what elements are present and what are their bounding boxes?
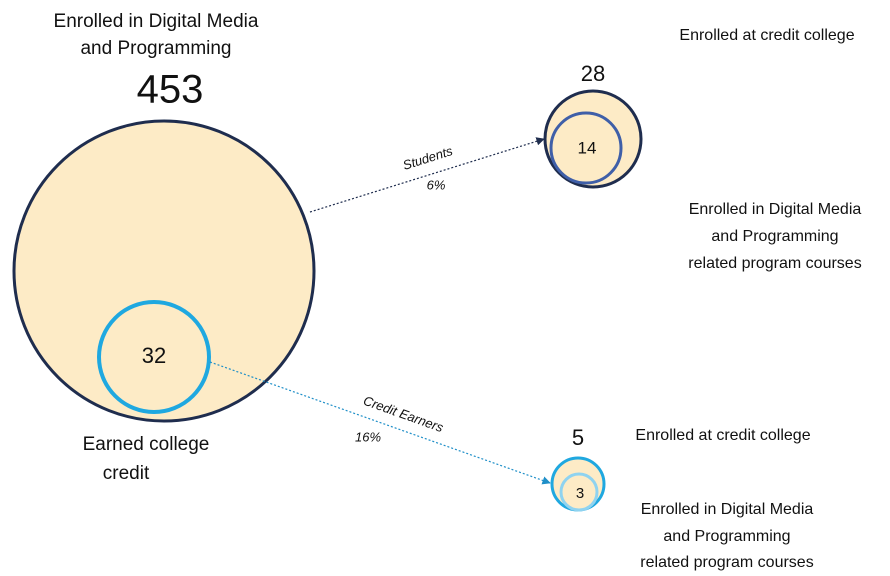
main-circle: [12, 119, 316, 423]
earners-program-circle: [559, 472, 599, 512]
earners-program-label: related program courses: [640, 554, 813, 571]
students-program-label: Enrolled in Digital Media: [689, 201, 862, 218]
earners-program-count: 3: [576, 485, 584, 502]
main-count: 453: [137, 68, 204, 112]
credit-earners-circle: [97, 300, 211, 414]
students-program-count: 14: [578, 138, 597, 157]
students-arrow: [309, 137, 545, 213]
students-program-circle: [549, 111, 623, 185]
credit-earners-label: credit: [103, 463, 150, 484]
students-enrolled-count: 28: [581, 61, 605, 86]
earners-program-label: and Programming: [663, 528, 790, 545]
earners-enrolled-count: 5: [572, 425, 584, 450]
students-program-label: related program courses: [688, 255, 861, 272]
students-flow-label: Students: [401, 143, 455, 173]
earners-enrolled-label: Enrolled at credit college: [635, 427, 810, 444]
credit-arrow: [209, 361, 551, 485]
credit-flow-percent: 16%: [355, 429, 381, 444]
credit-earners-label: Earned college: [83, 434, 210, 455]
students-program-label: and Programming: [711, 228, 838, 245]
earners-program-label: Enrolled in Digital Media: [641, 501, 814, 518]
main-label: and Programming: [80, 38, 231, 59]
main-label: Enrolled in Digital Media: [54, 11, 259, 32]
students-flow-percent: 6%: [427, 177, 446, 192]
students-enrolled-label: Enrolled at credit college: [679, 27, 854, 44]
credit-earners-count: 32: [142, 343, 166, 368]
